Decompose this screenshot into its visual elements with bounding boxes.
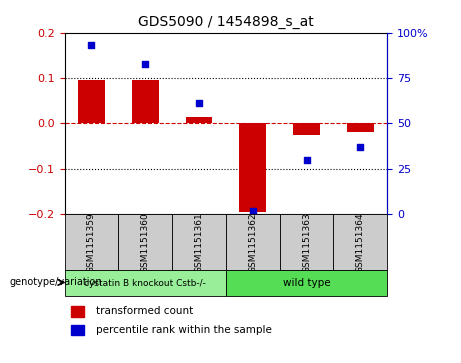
- Point: [88, 42, 95, 48]
- Bar: [280, 214, 333, 270]
- Text: GSM1151360: GSM1151360: [141, 212, 150, 273]
- Text: transformed count: transformed count: [96, 306, 193, 317]
- Bar: [226, 214, 280, 270]
- Text: GSM1151361: GSM1151361: [195, 212, 203, 273]
- Bar: [172, 214, 226, 270]
- Bar: [71, 325, 84, 335]
- Point: [195, 101, 203, 106]
- Text: GSM1151359: GSM1151359: [87, 212, 96, 273]
- Bar: [78, 80, 105, 123]
- Bar: [347, 123, 374, 132]
- Point: [303, 157, 310, 163]
- Text: GSM1151364: GSM1151364: [356, 212, 365, 273]
- Bar: [333, 214, 387, 270]
- Bar: [65, 214, 118, 270]
- Bar: [118, 214, 172, 270]
- Text: percentile rank within the sample: percentile rank within the sample: [96, 325, 272, 335]
- Text: genotype/variation: genotype/variation: [9, 277, 102, 287]
- Text: wild type: wild type: [283, 278, 331, 288]
- Text: cystatin B knockout Cstb-/-: cystatin B knockout Cstb-/-: [84, 279, 206, 287]
- Bar: [132, 80, 159, 123]
- Point: [357, 144, 364, 150]
- Text: GSM1151363: GSM1151363: [302, 212, 311, 273]
- Title: GDS5090 / 1454898_s_at: GDS5090 / 1454898_s_at: [138, 15, 314, 29]
- Point: [142, 61, 149, 66]
- Text: GSM1151362: GSM1151362: [248, 212, 257, 273]
- Bar: [239, 123, 266, 212]
- Bar: [185, 117, 213, 123]
- Bar: [65, 270, 226, 296]
- Bar: [71, 306, 84, 317]
- Point: [249, 208, 256, 213]
- Bar: [226, 270, 387, 296]
- Bar: [293, 123, 320, 135]
